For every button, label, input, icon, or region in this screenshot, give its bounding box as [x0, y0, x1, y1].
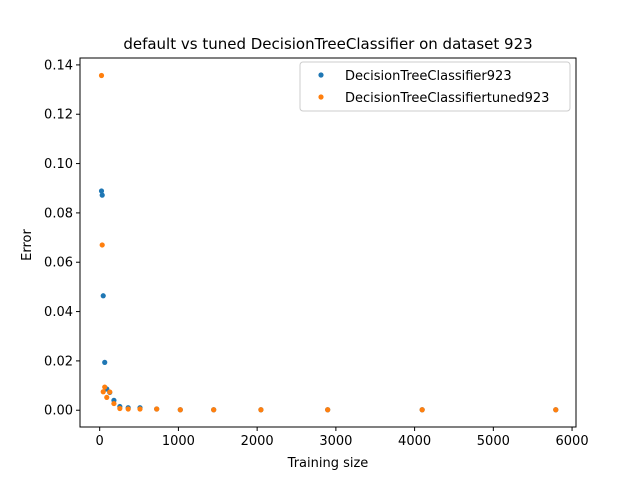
data-points	[98, 72, 559, 413]
legend-box	[299, 61, 571, 112]
legend: DecisionTreeClassifier923 DecisionTreeCl…	[299, 61, 571, 112]
point-tuned	[100, 389, 106, 395]
point-tuned	[211, 407, 217, 413]
axes-frame	[79, 57, 577, 428]
x-tick-label: 1000	[162, 434, 195, 449]
point-default	[102, 359, 108, 365]
y-tick-label: 0.00	[44, 404, 73, 419]
point-tuned	[325, 407, 331, 413]
plot-area	[79, 57, 577, 428]
x-axis-ticks: 0 1000 2000 3000 4000 5000 6000	[96, 427, 589, 449]
point-tuned	[177, 407, 183, 413]
x-tick-label: 3000	[319, 434, 352, 449]
chart-title: default vs tuned DecisionTreeClassifier …	[123, 35, 532, 53]
point-default	[99, 192, 105, 198]
y-tick-label: 0.08	[44, 206, 73, 221]
point-tuned	[553, 407, 559, 413]
legend-marker-tuned	[318, 94, 324, 100]
point-tuned	[99, 242, 105, 248]
x-tick-label: 2000	[241, 434, 274, 449]
x-tick-label: 0	[96, 434, 104, 449]
y-tick-label: 0.10	[44, 157, 73, 172]
legend-label-tuned: DecisionTreeClassifiertuned923	[345, 91, 549, 106]
x-axis-label: Training size	[287, 456, 369, 471]
point-default	[98, 188, 105, 194]
x-tick-label: 6000	[556, 434, 589, 449]
y-tick-label: 0.12	[44, 108, 73, 123]
legend-marker-default	[318, 72, 324, 78]
point-tuned	[111, 400, 117, 407]
point-tuned	[104, 394, 110, 401]
point-tuned	[125, 406, 131, 412]
point-tuned	[419, 407, 425, 413]
point-tuned	[117, 405, 123, 412]
point-tuned	[154, 406, 160, 412]
point-tuned	[98, 72, 105, 79]
legend-label-default: DecisionTreeClassifier923	[345, 69, 512, 84]
y-tick-label: 0.06	[44, 256, 73, 271]
x-tick-label: 5000	[477, 434, 510, 449]
x-tick-label: 4000	[398, 434, 431, 449]
point-tuned	[258, 407, 264, 413]
point-tuned	[102, 384, 108, 390]
point-tuned	[137, 406, 143, 412]
point-default	[100, 293, 106, 299]
y-axis-ticks: 0.00 0.02 0.04 0.06 0.08 0.10 0.12 0.14	[44, 58, 80, 419]
y-axis-label: Error	[20, 229, 35, 261]
y-tick-label: 0.14	[44, 58, 73, 73]
y-tick-label: 0.04	[44, 305, 73, 320]
y-tick-label: 0.02	[44, 354, 73, 369]
point-tuned	[107, 389, 113, 395]
